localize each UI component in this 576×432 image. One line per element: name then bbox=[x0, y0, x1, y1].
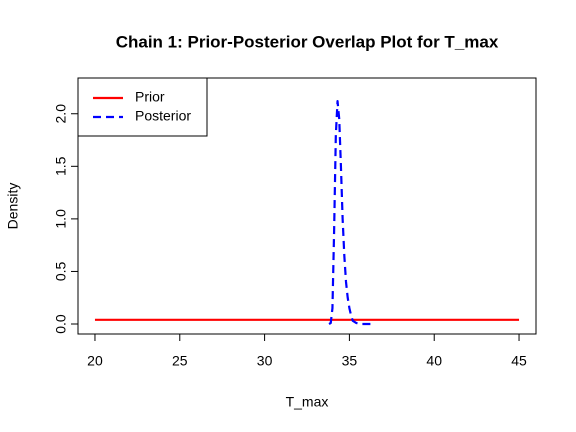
x-tick-label: 40 bbox=[426, 353, 442, 369]
x-tick-label: 45 bbox=[511, 353, 527, 369]
y-axis-label: Density bbox=[5, 183, 21, 230]
y-tick-label: 0.5 bbox=[53, 262, 69, 282]
x-axis-label: T_max bbox=[286, 394, 329, 410]
y-tick-label: 0.0 bbox=[53, 314, 69, 334]
legend-label: Prior bbox=[135, 89, 165, 105]
x-tick-label: 20 bbox=[87, 353, 103, 369]
y-tick-label: 1.0 bbox=[53, 209, 69, 229]
legend-label: Posterior bbox=[135, 108, 191, 124]
x-tick-label: 25 bbox=[172, 353, 188, 369]
x-tick-label: 35 bbox=[342, 353, 358, 369]
y-tick-label: 1.5 bbox=[53, 156, 69, 176]
x-tick-label: 30 bbox=[257, 353, 273, 369]
chart-title: Chain 1: Prior-Posterior Overlap Plot fo… bbox=[116, 32, 499, 51]
y-tick-label: 2.0 bbox=[53, 104, 69, 124]
series-line bbox=[328, 100, 375, 326]
legend-box bbox=[77, 77, 208, 137]
